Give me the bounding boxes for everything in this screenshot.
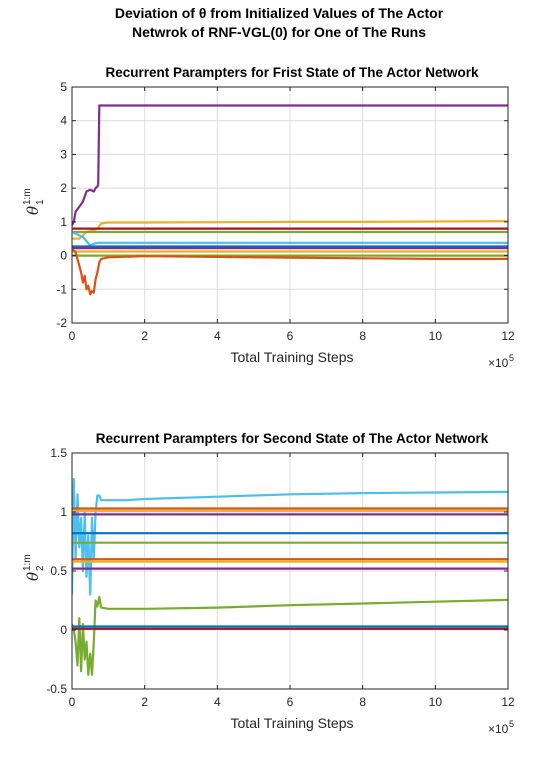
- figure-title-line1: Deviation of θ from Initialized Values o…: [115, 5, 444, 21]
- x-tick-label: 6: [287, 695, 294, 709]
- y-tick-label: 2: [60, 181, 67, 195]
- x-multiplier-exponent: 5: [509, 719, 514, 729]
- series-line-1: [72, 104, 508, 226]
- series-line-10: [72, 595, 508, 676]
- y-tick-label: -1: [56, 282, 67, 296]
- x-axis-label: Total Training Steps: [231, 715, 354, 731]
- x-tick-label: 12: [501, 329, 515, 343]
- plot-title: Recurrent Parampters for Frist State of …: [105, 65, 479, 80]
- x-axis-label: Total Training Steps: [231, 349, 354, 365]
- y-tick-label: 1: [60, 215, 67, 229]
- y-axis-symbol: θ: [24, 206, 42, 215]
- y-axis-label: θ1:m 1: [22, 188, 46, 215]
- x-multiplier: ×10: [488, 722, 509, 736]
- y-tick-label: 0: [60, 249, 67, 263]
- plot-title: Recurrent Parampters for Second State of…: [96, 431, 489, 446]
- figure-title-line2: Netwrok of RNF-VGL(0) for One of The Run…: [132, 24, 426, 40]
- y-tick-label: -2: [56, 316, 67, 330]
- y-axis-superscript: 1:m: [22, 188, 33, 205]
- y-axis-subscript: 2: [35, 565, 46, 571]
- y-tick-label: 1: [60, 505, 67, 519]
- x-tick-label: 4: [214, 329, 221, 343]
- y-axis-subscript: 1: [35, 199, 46, 205]
- y-tick-label: 0: [60, 623, 67, 637]
- y-axis-label: θ1:m 2: [22, 554, 46, 581]
- series-group: [72, 104, 508, 296]
- x-tick-label: 0: [69, 329, 76, 343]
- x-multiplier: ×10: [488, 356, 509, 370]
- x-tick-label: 8: [359, 695, 366, 709]
- y-tick-label: 0.5: [50, 564, 67, 578]
- x-tick-label: 4: [214, 695, 221, 709]
- series-group: [72, 477, 508, 676]
- y-tick-label: 4: [60, 114, 67, 128]
- x-tick-label: 2: [141, 695, 148, 709]
- y-axis-symbol: θ: [24, 572, 42, 581]
- series-line-5: [72, 231, 508, 247]
- x-tick-label: 8: [359, 329, 366, 343]
- x-tick-label: 12: [501, 695, 515, 709]
- x-multiplier-exponent: 5: [509, 353, 514, 363]
- x-tick-label: 0: [69, 695, 76, 709]
- y-tick-label: 1.5: [50, 446, 67, 460]
- y-tick-label: 3: [60, 147, 67, 161]
- x-tick-label: 10: [429, 329, 443, 343]
- x-tick-label: 6: [287, 329, 294, 343]
- y-axis-superscript: 1:m: [22, 554, 33, 571]
- y-tick-label: -0.5: [46, 682, 67, 696]
- x-tick-label: 10: [429, 695, 443, 709]
- y-tick-label: 5: [60, 80, 67, 94]
- x-tick-label: 2: [141, 329, 148, 343]
- series-line-10: [72, 248, 508, 296]
